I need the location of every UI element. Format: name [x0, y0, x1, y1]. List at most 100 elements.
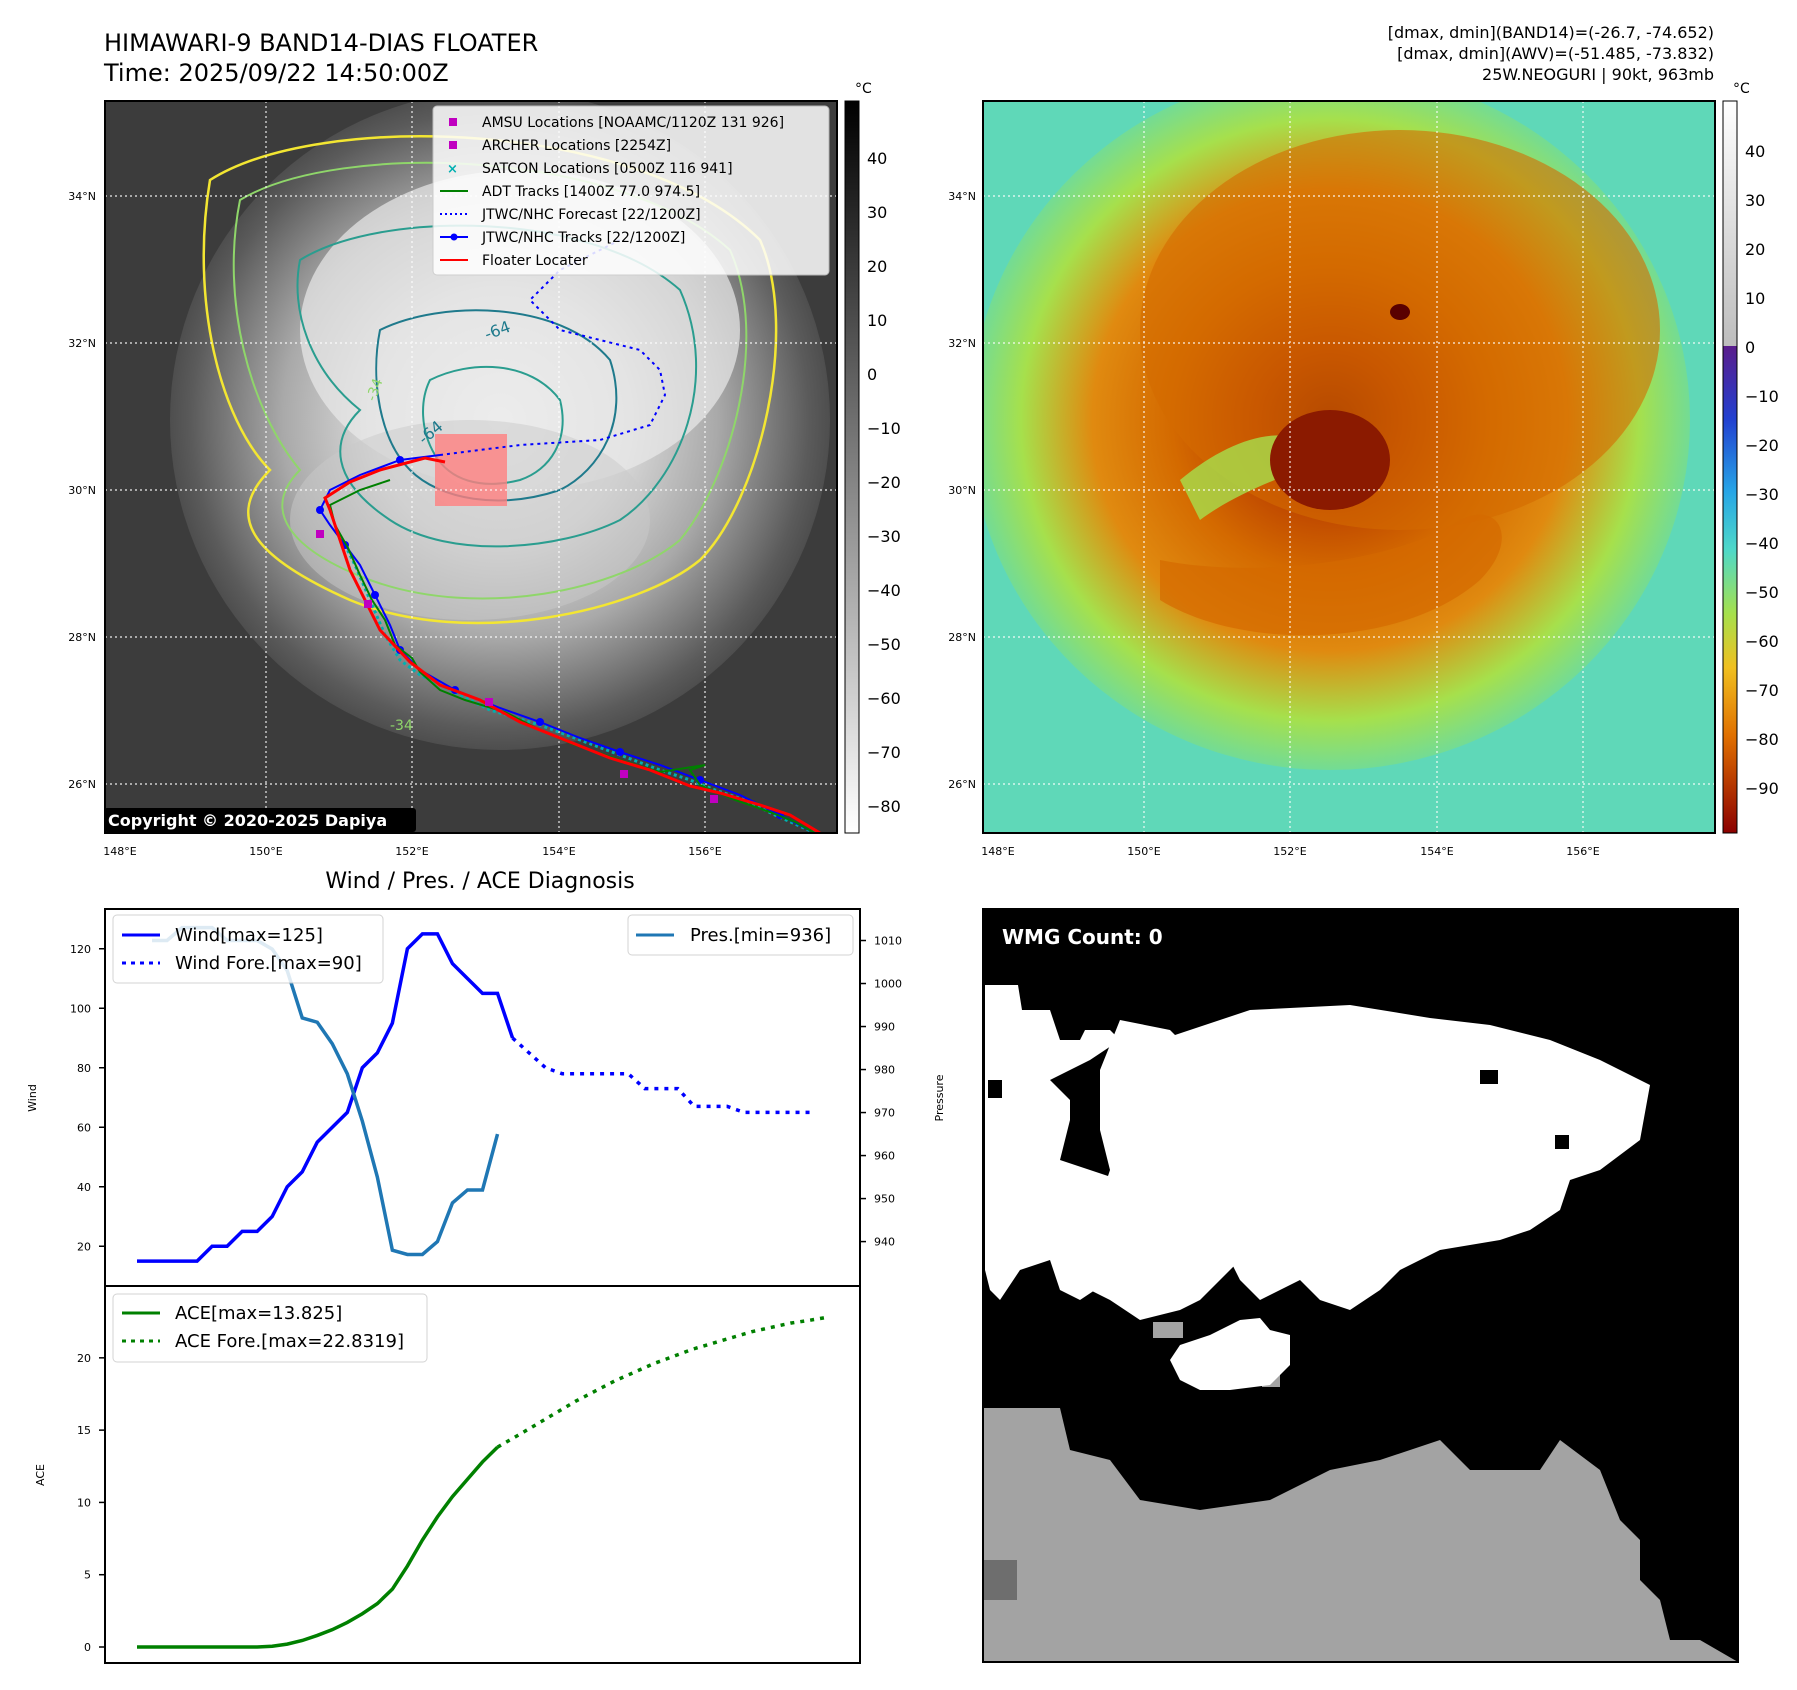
svg-text:154°E: 154°E: [1420, 845, 1453, 858]
amsu-archer-points: [316, 530, 718, 803]
legend-satcon: SATCON Locations [0500Z 116 941]: [482, 161, 733, 177]
pressure-ylabel: Pressure: [933, 1074, 946, 1121]
legend-amsu: AMSU Locations [NOAAMC/1120Z 131 926]: [482, 115, 784, 131]
legend-adt: ADT Tracks [1400Z 77.0 974.5]: [482, 184, 700, 200]
legend-ace: ACE[max=13.825]: [175, 1303, 342, 1324]
info-band14: [dmax, dmin](BAND14)=(-26.7, -74.652): [1388, 23, 1714, 42]
adt-track: [328, 479, 816, 833]
pressure-tick-label: 950: [874, 1193, 895, 1206]
svg-text:20: 20: [867, 257, 887, 276]
svg-text:34°N: 34°N: [68, 190, 96, 203]
svg-text:°C: °C: [855, 81, 872, 97]
pressure-tick-label: 990: [874, 1021, 895, 1034]
ace-series-line: [137, 1445, 499, 1649]
ace-tick-label: 20: [77, 1352, 91, 1365]
wind-legend: Wind[max=125] Wind Fore.[max=90]: [112, 914, 384, 984]
ir-colorbar: °C 40 30 20 10 0 −10 −20 −30 −40 −50 −60…: [844, 81, 901, 834]
ir-map: -64 -64 -34 -34 Copyright © 2020-2025 Da…: [68, 81, 901, 858]
wind-tick-label: 100: [70, 1002, 91, 1015]
awv-colorbar: °C 40 30 20 10 0 −10 −20 −30 −40 −50 −60…: [1722, 81, 1779, 834]
legend-archer: ARCHER Locations [2254Z]: [482, 138, 671, 154]
ace-tick-label: 15: [77, 1424, 91, 1437]
svg-text:30°N: 30°N: [948, 484, 976, 497]
ace-forecast-line: [496, 1315, 830, 1449]
svg-text:−60: −60: [867, 689, 901, 708]
svg-text:30: 30: [867, 203, 887, 222]
legend-pres: Pres.[min=936]: [690, 925, 831, 946]
svg-text:148°E: 148°E: [103, 845, 136, 858]
wind-tick-label: 120: [70, 943, 91, 956]
pressure-tick-label: 970: [874, 1107, 895, 1120]
svg-text:−40: −40: [867, 581, 901, 600]
svg-text:154°E: 154°E: [542, 845, 575, 858]
wind-ylabel: Wind: [26, 1084, 39, 1112]
svg-text:10: 10: [867, 311, 887, 330]
pressure-tick-label: 980: [874, 1064, 895, 1077]
contour-label-3: -34: [364, 376, 387, 403]
svg-text:32°N: 32°N: [68, 337, 96, 350]
svg-text:−80: −80: [1745, 730, 1779, 749]
svg-text:−80: −80: [867, 797, 901, 816]
svg-text:28°N: 28°N: [68, 631, 96, 644]
wind-tick-label: 20: [77, 1240, 91, 1253]
svg-text:−10: −10: [867, 419, 901, 438]
svg-text:−20: −20: [867, 473, 901, 492]
wind-tick-label: 80: [77, 1062, 91, 1075]
ir-lat-labels: 34°N 32°N 30°N 28°N 26°N: [68, 190, 96, 791]
svg-text:−60: −60: [1745, 632, 1779, 651]
svg-text:156°E: 156°E: [1566, 845, 1599, 858]
svg-text:152°E: 152°E: [1273, 845, 1306, 858]
figure-time: Time: 2025/09/22 14:50:00Z: [103, 59, 449, 87]
copyright-text: Copyright © 2020-2025 Dapiya: [108, 811, 387, 830]
svg-text:−20: −20: [1745, 436, 1779, 455]
awv-lat-labels: 34°N 32°N 30°N 28°N 26°N: [948, 190, 976, 791]
pressure-tick-label: 940: [874, 1236, 895, 1249]
pressure-tick-label: 1010: [874, 935, 902, 948]
wind-tick-label: 40: [77, 1181, 91, 1194]
figure-title: HIMAWARI-9 BAND14-DIAS FLOATER: [104, 29, 538, 57]
svg-text:28°N: 28°N: [948, 631, 976, 644]
wmg-count-label: WMG Count: 0: [1002, 925, 1163, 949]
awv-lon-labels: 148°E 150°E 152°E 154°E 156°E: [981, 845, 1599, 858]
ace-tick-label: 0: [84, 1641, 91, 1654]
svg-text:40: 40: [1745, 142, 1765, 161]
svg-text:150°E: 150°E: [1127, 845, 1160, 858]
wind-series-line: [137, 932, 515, 1263]
ace-lines: [137, 1315, 830, 1649]
pressure-legend: Pres.[min=936]: [627, 914, 854, 956]
svg-text:34°N: 34°N: [948, 190, 976, 203]
svg-text:−30: −30: [1745, 485, 1779, 504]
wind-axes: 20 40 60 80 100 120 940 950 960 970 980 990 1000 1010: [70, 935, 902, 1254]
wmg-panel: WMG Count: 0: [982, 908, 1739, 1663]
svg-text:148°E: 148°E: [981, 845, 1014, 858]
svg-text:150°E: 150°E: [249, 845, 282, 858]
legend-wind-fore: Wind Fore.[max=90]: [175, 953, 362, 974]
svg-text:−50: −50: [1745, 583, 1779, 602]
pressure-tick-label: 1000: [874, 978, 902, 991]
svg-text:26°N: 26°N: [68, 778, 96, 791]
svg-text:−70: −70: [867, 743, 901, 762]
svg-text:−40: −40: [1745, 534, 1779, 553]
svg-text:32°N: 32°N: [948, 337, 976, 350]
svg-text:−10: −10: [1745, 387, 1779, 406]
svg-text:30°N: 30°N: [68, 484, 96, 497]
copyright-box: [104, 808, 416, 832]
floater-box: [435, 434, 507, 506]
svg-text:−50: −50: [867, 635, 901, 654]
svg-text:156°E: 156°E: [688, 845, 721, 858]
ace-legend: ACE[max=13.825] ACE Fore.[max=22.8319]: [112, 1293, 428, 1363]
ace-ylabel: ACE: [34, 1464, 47, 1486]
floater-locater-track: [323, 456, 821, 833]
svg-text:152°E: 152°E: [395, 845, 428, 858]
legend-jtwc-forecast: JTWC/NHC Forecast [22/1200Z]: [481, 207, 701, 223]
svg-text:30: 30: [1745, 191, 1765, 210]
svg-text:0: 0: [867, 365, 877, 384]
svg-text:×: ×: [447, 162, 458, 177]
pressure-tick-label: 960: [874, 1150, 895, 1163]
wind-forecast-line: [511, 1036, 810, 1115]
ace-tick-label: 10: [77, 1496, 91, 1509]
svg-text:40: 40: [867, 149, 887, 168]
legend-ace-fore: ACE Fore.[max=22.8319]: [175, 1331, 404, 1352]
ir-legend: AMSU Locations [NOAAMC/1120Z 131 926] AR…: [432, 105, 830, 276]
diagnosis-title: Wind / Pres. / ACE Diagnosis: [325, 869, 634, 894]
